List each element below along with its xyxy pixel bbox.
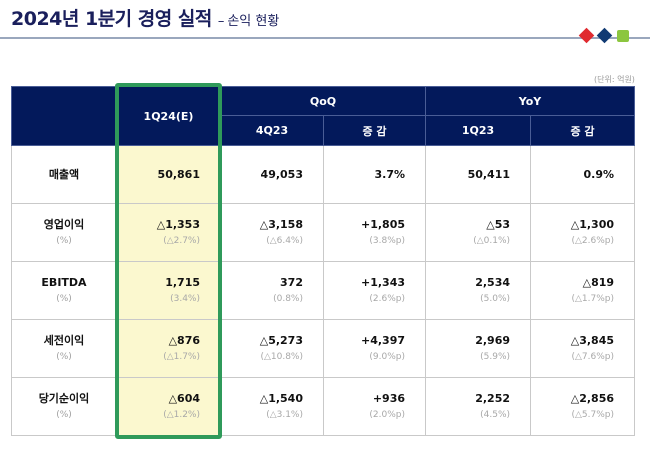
cell-4q23: 372 (0.8%) [220,261,324,320]
page-subtitle: 손익 현황 [227,14,280,29]
cell-4q23: △5,273 (△10.8%) [220,319,324,378]
green-square-icon [617,30,629,42]
header-yoy-change: 증 감 [530,115,636,146]
header-blank [11,86,117,146]
cell-qoq-change: +4,397 (9.0%p) [322,319,427,378]
page-title: 2024년 1분기 경영 실적 [11,8,212,30]
income-statement-table: 1Q24(E) QoQ YoY 4Q23 증 감 1Q23 증 감 매출액 50… [11,86,636,436]
cell-1q23: 2,252 (4.5%) [425,377,532,436]
cell-4q23: △1,540 (△3.1%) [220,377,324,436]
red-diamond-icon [578,27,595,44]
table-row: 영업이익 (%) △1,353 (△2.7%) △3,158 (△6.4%) +1,8… [11,203,636,262]
title-dash: – [217,14,225,29]
cell-yoy-change: △2,856 (△5.7%p) [530,377,636,436]
brand-decoration [578,27,629,44]
cell-1q24: △1,353 (△2.7%) [116,203,221,262]
header-1q23: 1Q23 [425,115,532,146]
cell-1q23: 2,969 (5.9%) [425,319,532,378]
row-label: 당기순이익 (%) [11,377,117,436]
header-4q23: 4Q23 [220,115,324,146]
table-row: 매출액 50,861 49,053 3.7% 50,411 0.9% [11,145,636,204]
row-label: EBITDA (%) [11,261,117,320]
row-label: 매출액 [11,145,117,204]
cell-yoy-change: △1,300 (△2.6%p) [530,203,636,262]
header-group-yoy: YoY [425,86,636,116]
cell-1q23: 50,411 [425,145,532,204]
cell-1q24: 1,715 (3.4%) [116,261,221,320]
cell-qoq-change: +1,805 (3.8%p) [322,203,427,262]
row-label: 세전이익 (%) [11,319,117,378]
cell-1q23: △53 (△0.1%) [425,203,532,262]
cell-1q24: △876 (△1.7%) [116,319,221,378]
cell-qoq-change: +1,343 (2.6%p) [322,261,427,320]
cell-qoq-change: +936 (2.0%p) [322,377,427,436]
cell-1q24: △604 (△1.2%) [116,377,221,436]
header-current-quarter: 1Q24(E) [116,86,221,146]
cell-yoy-change: △819 (△1.7%p) [530,261,636,320]
title-block: 2024년 1분기 경영 실적 – 손익 현황 [11,4,279,34]
table-row: EBITDA (%) 1,715 (3.4%) 372 (0.8%) +1,343 (2… [11,261,636,320]
unit-note: (단위: 억원) [594,75,635,84]
blue-diamond-icon [596,27,613,44]
cell-4q23: 49,053 [220,145,324,204]
table-row: 세전이익 (%) △876 (△1.7%) △5,273 (△10.8%) +4,39… [11,319,636,378]
cell-yoy-change: 0.9% [530,145,636,204]
header-group-qoq: QoQ [219,86,427,116]
cell-yoy-change: △3,845 (△7.6%p) [530,319,636,378]
title-divider [0,37,650,39]
cell-1q24: 50,861 [116,145,221,204]
cell-1q23: 2,534 (5.0%) [425,261,532,320]
header-qoq-change: 증 감 [322,115,427,146]
table-row: 당기순이익 (%) △604 (△1.2%) △1,540 (△3.1%) +936(… [11,377,636,436]
row-label: 영업이익 (%) [11,203,117,262]
cell-4q23: △3,158 (△6.4%) [220,203,324,262]
cell-qoq-change: 3.7% [322,145,427,204]
